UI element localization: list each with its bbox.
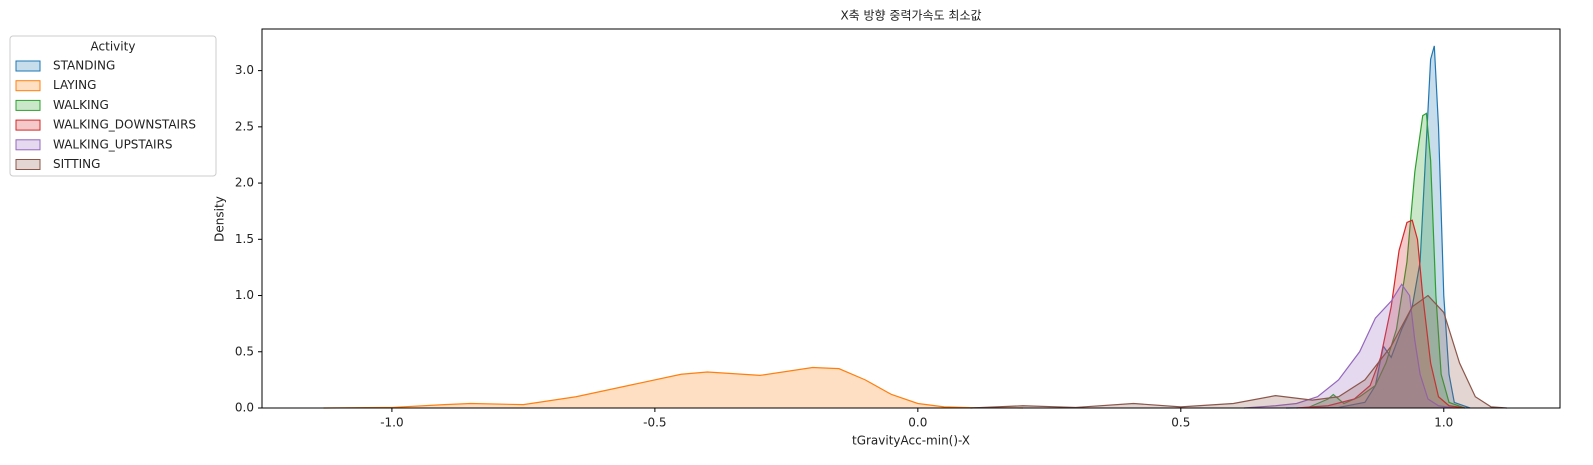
y-tick-label: 0.0 (235, 401, 254, 415)
legend-swatch (15, 139, 41, 151)
y-tick-label: 3.0 (235, 63, 254, 77)
y-tick-label: 1.5 (235, 232, 254, 246)
x-axis-label: tGravityAcc-min()-X (852, 434, 970, 448)
legend-label: SITTING (53, 157, 100, 171)
area-fill (1243, 284, 1455, 408)
area-fill (1285, 45, 1471, 409)
y-tick-label: 2.0 (235, 176, 254, 190)
legend-label: WALKING_UPSTAIRS (53, 137, 173, 151)
legend-title: Activity (91, 40, 136, 54)
y-tick-label: 2.5 (235, 119, 254, 133)
density-line (323, 366, 1024, 409)
legend-label: WALKING_DOWNSTAIRS (53, 118, 196, 132)
y-tick-label: 1.0 (235, 288, 254, 302)
y-tick-label: 0.5 (235, 344, 254, 358)
density-line (970, 294, 1507, 409)
area-fill (323, 367, 1024, 408)
density-line (1243, 283, 1455, 409)
x-tick-label: 0.0 (908, 416, 927, 430)
x-tick-label: 1.0 (1434, 416, 1453, 430)
chart-title: X축 방향 중력가속도 최소값 (840, 9, 981, 23)
y-axis-label: Density (213, 196, 227, 242)
density-line (1296, 219, 1465, 409)
legend-label: WALKING (53, 98, 109, 112)
legend-label: STANDING (53, 59, 115, 73)
legend-label: LAYING (53, 78, 96, 92)
area-fill (1307, 113, 1465, 408)
plot-frame (261, 28, 1561, 409)
legend-swatch (15, 99, 41, 111)
legend-box (9, 35, 217, 177)
legend-swatch (15, 159, 41, 170)
legend-swatch (15, 119, 41, 131)
density-line (1306, 112, 1466, 409)
x-tick-label: -1.0 (380, 416, 403, 430)
legend-swatch (15, 60, 41, 72)
legend-swatch (15, 80, 41, 92)
x-tick-label: 0.5 (1171, 416, 1190, 430)
area-fill (970, 295, 1507, 408)
x-tick-label: -0.5 (643, 416, 666, 430)
area-fill (1296, 220, 1465, 408)
